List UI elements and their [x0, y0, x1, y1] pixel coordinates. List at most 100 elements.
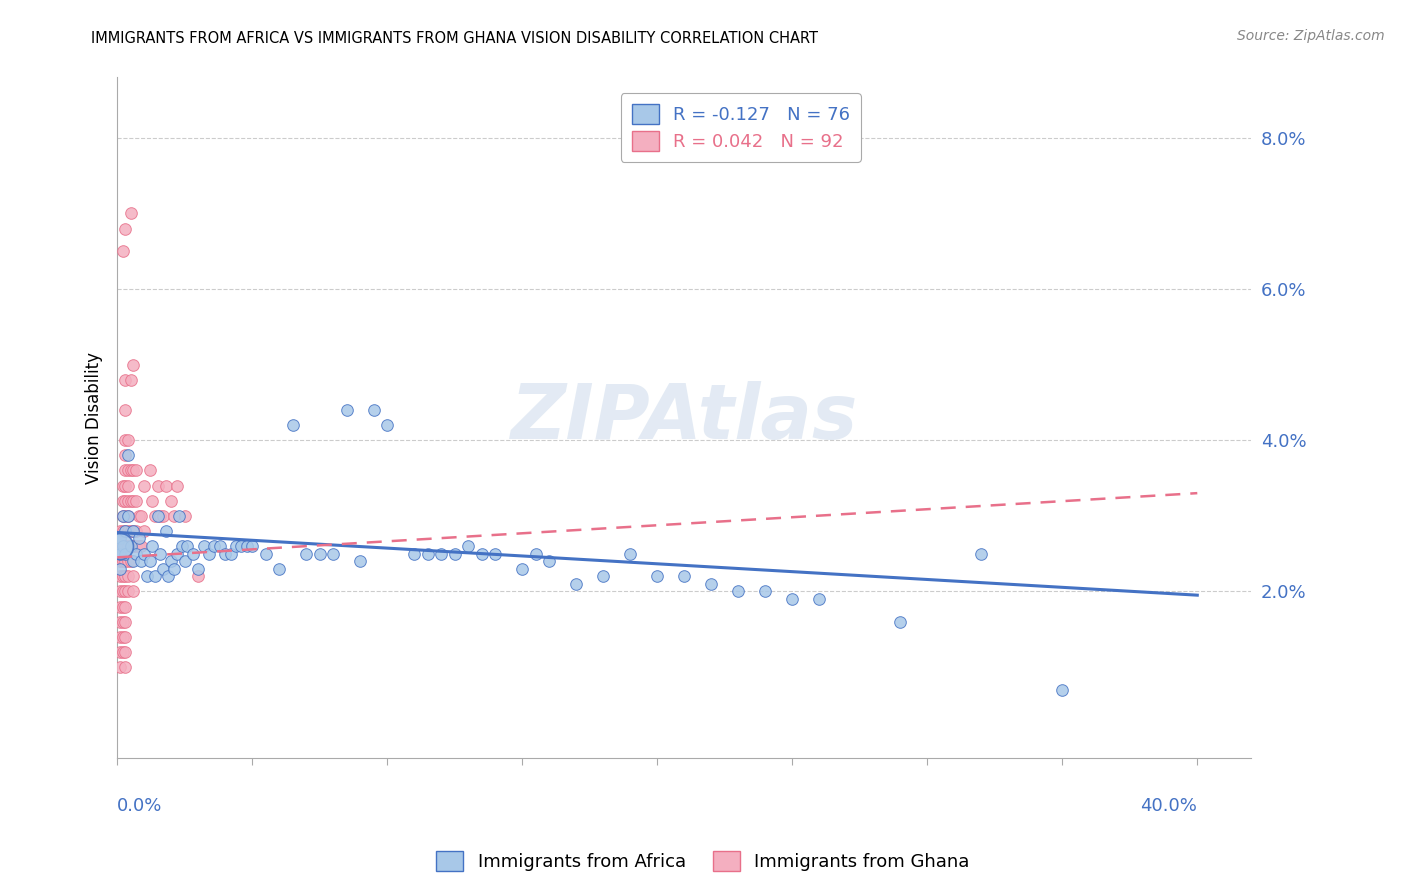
Point	[117, 569, 139, 583]
Point	[111, 630, 134, 644]
Point	[122, 493, 145, 508]
Point	[114, 524, 136, 538]
Point	[160, 554, 183, 568]
Point	[111, 539, 134, 553]
Point	[198, 547, 221, 561]
Point	[114, 539, 136, 553]
Point	[120, 206, 142, 220]
Point	[187, 569, 209, 583]
Point	[538, 554, 561, 568]
Point	[322, 547, 344, 561]
Point	[108, 539, 131, 553]
Point	[125, 524, 148, 538]
Point	[117, 434, 139, 448]
Point	[125, 547, 148, 561]
Point	[363, 403, 385, 417]
Point	[114, 434, 136, 448]
Point	[114, 524, 136, 538]
Point	[131, 554, 153, 568]
Point	[108, 660, 131, 674]
Point	[108, 554, 131, 568]
Point	[135, 569, 157, 583]
Text: IMMIGRANTS FROM AFRICA VS IMMIGRANTS FROM GHANA VISION DISABILITY CORRELATION CH: IMMIGRANTS FROM AFRICA VS IMMIGRANTS FRO…	[91, 31, 818, 46]
Point	[176, 539, 198, 553]
Point	[163, 562, 186, 576]
Point	[120, 463, 142, 477]
Point	[155, 478, 177, 492]
Point	[114, 630, 136, 644]
Point	[146, 478, 169, 492]
Point	[114, 554, 136, 568]
Point	[114, 403, 136, 417]
Point	[1052, 682, 1074, 697]
Point	[219, 547, 242, 561]
Point	[700, 577, 723, 591]
Point	[565, 577, 588, 591]
Point	[114, 373, 136, 387]
Point	[295, 547, 318, 561]
Point	[120, 493, 142, 508]
Point	[114, 615, 136, 629]
Point	[187, 562, 209, 576]
Point	[114, 221, 136, 235]
Point	[111, 539, 134, 553]
Point	[170, 539, 193, 553]
Point	[131, 508, 153, 523]
Point	[114, 569, 136, 583]
Point	[808, 591, 831, 606]
Point	[673, 569, 696, 583]
Point	[111, 569, 134, 583]
Point	[114, 493, 136, 508]
Text: 0.0%: 0.0%	[117, 797, 163, 814]
Point	[111, 478, 134, 492]
Point	[120, 554, 142, 568]
Point	[336, 403, 359, 417]
Point	[375, 418, 398, 433]
Point	[122, 554, 145, 568]
Point	[780, 591, 803, 606]
Point	[138, 463, 160, 477]
Point	[122, 539, 145, 553]
Point	[114, 448, 136, 462]
Point	[645, 569, 668, 583]
Point	[111, 645, 134, 659]
Point	[114, 547, 136, 561]
Point	[484, 547, 506, 561]
Point	[889, 615, 911, 629]
Point	[141, 539, 163, 553]
Point	[114, 599, 136, 614]
Point	[111, 615, 134, 629]
Point	[754, 584, 776, 599]
Point	[134, 478, 156, 492]
Point	[619, 547, 641, 561]
Point	[524, 547, 547, 561]
Point	[117, 524, 139, 538]
Point	[193, 539, 215, 553]
Point	[149, 547, 172, 561]
Point	[166, 478, 188, 492]
Point	[149, 508, 172, 523]
Point	[111, 508, 134, 523]
Point	[416, 547, 439, 561]
Point	[108, 547, 131, 561]
Point	[269, 562, 291, 576]
Point	[108, 539, 131, 553]
Point	[108, 615, 131, 629]
Point	[141, 493, 163, 508]
Point	[471, 547, 494, 561]
Text: ZIPAtlas: ZIPAtlas	[510, 381, 858, 455]
Point	[108, 584, 131, 599]
Point	[108, 630, 131, 644]
Point	[166, 547, 188, 561]
Point	[131, 539, 153, 553]
Point	[457, 539, 479, 553]
Point	[214, 547, 236, 561]
Point	[111, 508, 134, 523]
Point	[117, 508, 139, 523]
Point	[152, 562, 174, 576]
Point	[108, 532, 131, 546]
Point	[114, 508, 136, 523]
Point	[111, 493, 134, 508]
Point	[430, 547, 453, 561]
Point	[157, 569, 180, 583]
